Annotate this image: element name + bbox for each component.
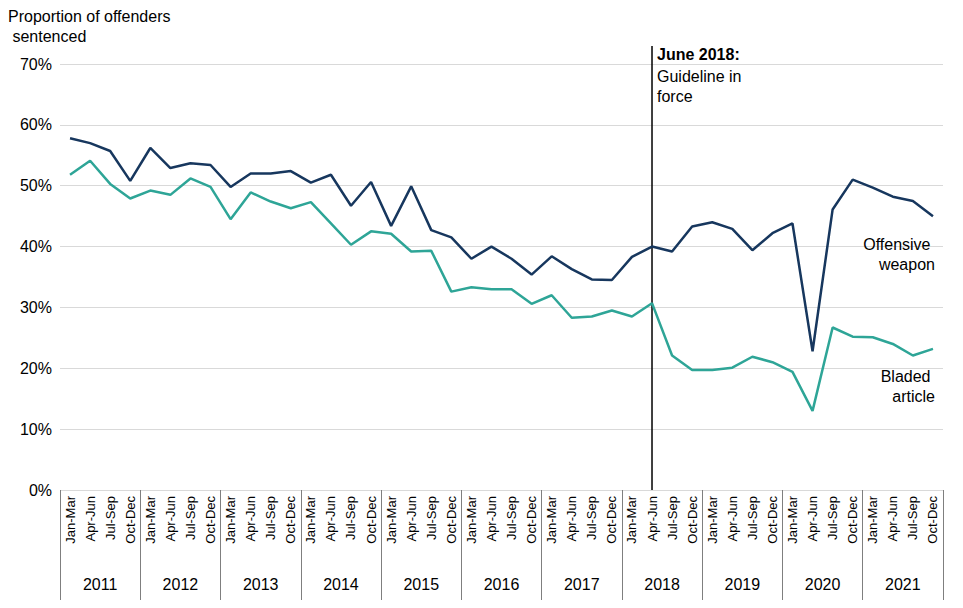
svg-text:weapon: weapon (878, 256, 935, 273)
svg-text:Oct-Dec: Oct-Dec (845, 496, 860, 544)
svg-text:Oct-Dec: Oct-Dec (604, 496, 619, 544)
svg-text:Jul-Sep: Jul-Sep (183, 496, 198, 540)
svg-text:force: force (657, 88, 693, 105)
svg-text:2019: 2019 (725, 576, 761, 593)
svg-text:Offensive: Offensive (863, 236, 935, 253)
svg-text:2012: 2012 (163, 576, 199, 593)
svg-text:Jan-Mar: Jan-Mar (143, 495, 158, 543)
svg-text:Jan-Mar: Jan-Mar (624, 495, 639, 543)
svg-text:Jul-Sep: Jul-Sep (343, 496, 358, 540)
svg-text:Apr-Jun: Apr-Jun (243, 496, 258, 542)
svg-text:Oct-Dec: Oct-Dec (524, 496, 539, 544)
svg-text:2018: 2018 (644, 576, 680, 593)
svg-text:Jan-Mar: Jan-Mar (223, 495, 238, 543)
svg-text:Oct-Dec: Oct-Dec (203, 496, 218, 544)
svg-text:Apr-Jun: Apr-Jun (484, 496, 499, 542)
svg-text:Apr-Jun: Apr-Jun (323, 496, 338, 542)
svg-text:70%: 70% (20, 56, 52, 73)
svg-text:Jan-Mar: Jan-Mar (705, 495, 720, 543)
svg-text:Apr-Jun: Apr-Jun (404, 496, 419, 542)
svg-text:Jul-Sep: Jul-Sep (825, 496, 840, 540)
svg-text:Jan-Mar: Jan-Mar (303, 495, 318, 543)
svg-text:Guideline in: Guideline in (657, 68, 746, 85)
svg-text:Jul-Sep: Jul-Sep (103, 496, 118, 540)
svg-text:Apr-Jun: Apr-Jun (163, 496, 178, 542)
svg-text:Apr-Jun: Apr-Jun (885, 496, 900, 542)
svg-text:Jul-Sep: Jul-Sep (905, 496, 920, 540)
svg-text:Apr-Jun: Apr-Jun (805, 496, 820, 542)
svg-text:Jul-Sep: Jul-Sep (504, 496, 519, 540)
svg-text:0%: 0% (29, 482, 52, 499)
svg-text:Oct-Dec: Oct-Dec (925, 496, 940, 544)
svg-text:Proportion of offenders: Proportion of offenders (8, 8, 170, 25)
svg-text:2021: 2021 (885, 576, 921, 593)
svg-text:Oct-Dec: Oct-Dec (685, 496, 700, 544)
svg-text:Jan-Mar: Jan-Mar (544, 495, 559, 543)
svg-text:Jul-Sep: Jul-Sep (263, 496, 278, 540)
svg-text:2014: 2014 (323, 576, 359, 593)
svg-text:article: article (892, 388, 935, 405)
svg-text:Apr-Jun: Apr-Jun (564, 496, 579, 542)
svg-text:Oct-Dec: Oct-Dec (123, 496, 138, 544)
svg-text:30%: 30% (20, 299, 52, 316)
svg-text:June 2018:: June 2018: (657, 46, 740, 63)
svg-text:20%: 20% (20, 360, 52, 377)
svg-text:Apr-Jun: Apr-Jun (725, 496, 740, 542)
svg-text:2017: 2017 (564, 576, 600, 593)
svg-text:Bladed: Bladed (881, 368, 935, 385)
svg-text:2020: 2020 (805, 576, 841, 593)
svg-text:2015: 2015 (403, 576, 439, 593)
svg-text:Jan-Mar: Jan-Mar (464, 495, 479, 543)
svg-text:40%: 40% (20, 238, 52, 255)
svg-text:Jul-Sep: Jul-Sep (745, 496, 760, 540)
svg-text:50%: 50% (20, 177, 52, 194)
svg-text:Jan-Mar: Jan-Mar (865, 495, 880, 543)
svg-text:2011: 2011 (83, 576, 118, 593)
svg-text:Oct-Dec: Oct-Dec (283, 496, 298, 544)
svg-text:Oct-Dec: Oct-Dec (444, 496, 459, 544)
svg-text:Jul-Sep: Jul-Sep (665, 496, 680, 540)
svg-text:60%: 60% (20, 116, 52, 133)
svg-text:Jan-Mar: Jan-Mar (384, 495, 399, 543)
svg-text:Apr-Jun: Apr-Jun (83, 496, 98, 542)
svg-text:Oct-Dec: Oct-Dec (364, 496, 379, 544)
svg-text:Jan-Mar: Jan-Mar (785, 495, 800, 543)
svg-text:sentenced: sentenced (8, 28, 86, 45)
svg-text:2013: 2013 (243, 576, 279, 593)
svg-text:Jul-Sep: Jul-Sep (424, 496, 439, 540)
svg-text:Jul-Sep: Jul-Sep (584, 496, 599, 540)
svg-text:Jan-Mar: Jan-Mar (63, 495, 78, 543)
svg-text:Oct-Dec: Oct-Dec (765, 496, 780, 544)
svg-text:Apr-Jun: Apr-Jun (645, 496, 660, 542)
svg-text:2016: 2016 (484, 576, 520, 593)
svg-text:10%: 10% (20, 421, 52, 438)
